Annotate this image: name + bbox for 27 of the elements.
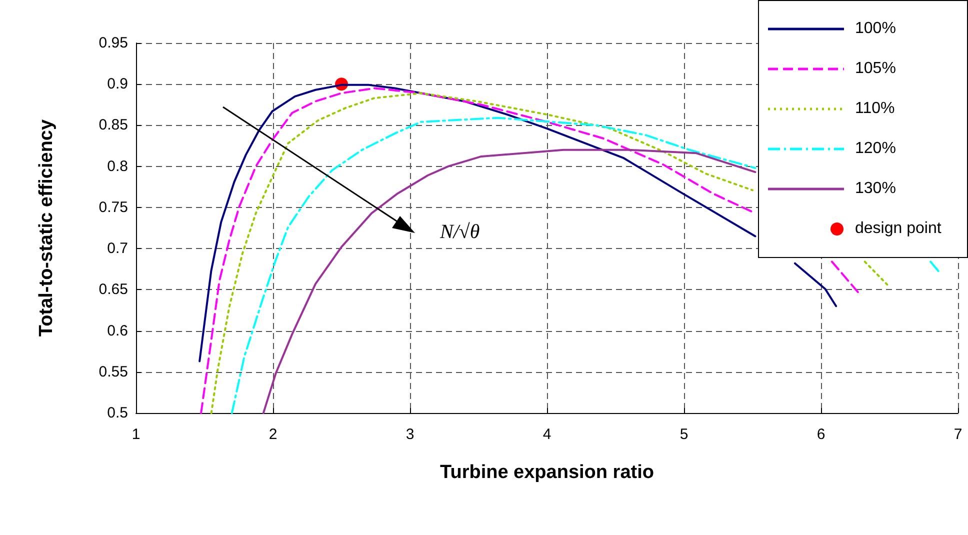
- y-tick-label: 0.5: [107, 404, 128, 422]
- x-tick-label: 4: [542, 426, 552, 443]
- x-tick-label: 6: [816, 426, 826, 443]
- x-tick-label: 5: [680, 426, 688, 443]
- annotation: N/√θ: [439, 221, 480, 243]
- y-tick-label: 0.55: [98, 363, 128, 380]
- y-tick-label: 0.75: [98, 198, 128, 216]
- x-tick-label: 2: [268, 426, 278, 443]
- y-tick-label: 0.6: [107, 322, 128, 340]
- x-axis-title: Turbine expansion ratio: [440, 462, 654, 483]
- y-tick-label: 0.65: [98, 281, 128, 298]
- y-tick-label: 0.7: [107, 240, 128, 258]
- y-axis-title: Total-to-static efficiency: [36, 119, 57, 337]
- y-tick-label: 0.85: [98, 116, 128, 134]
- legend-label: 120%: [855, 140, 896, 158]
- legend-label: 105%: [855, 60, 896, 78]
- y-tick-label: 0.9: [107, 76, 128, 93]
- line-series: [262, 148, 756, 414]
- legend-label: 130%: [855, 180, 896, 198]
- y-tick-label: 0.8: [107, 158, 128, 175]
- legend-label: 110%: [855, 100, 895, 118]
- legend-label: design point: [855, 220, 942, 238]
- y-tick-label: 0.95: [98, 34, 128, 52]
- x-tick-label: 1: [132, 426, 140, 443]
- x-tick-label: 7: [954, 426, 962, 443]
- legend-label: 100%: [855, 20, 896, 38]
- x-tick-label: 3: [406, 426, 414, 443]
